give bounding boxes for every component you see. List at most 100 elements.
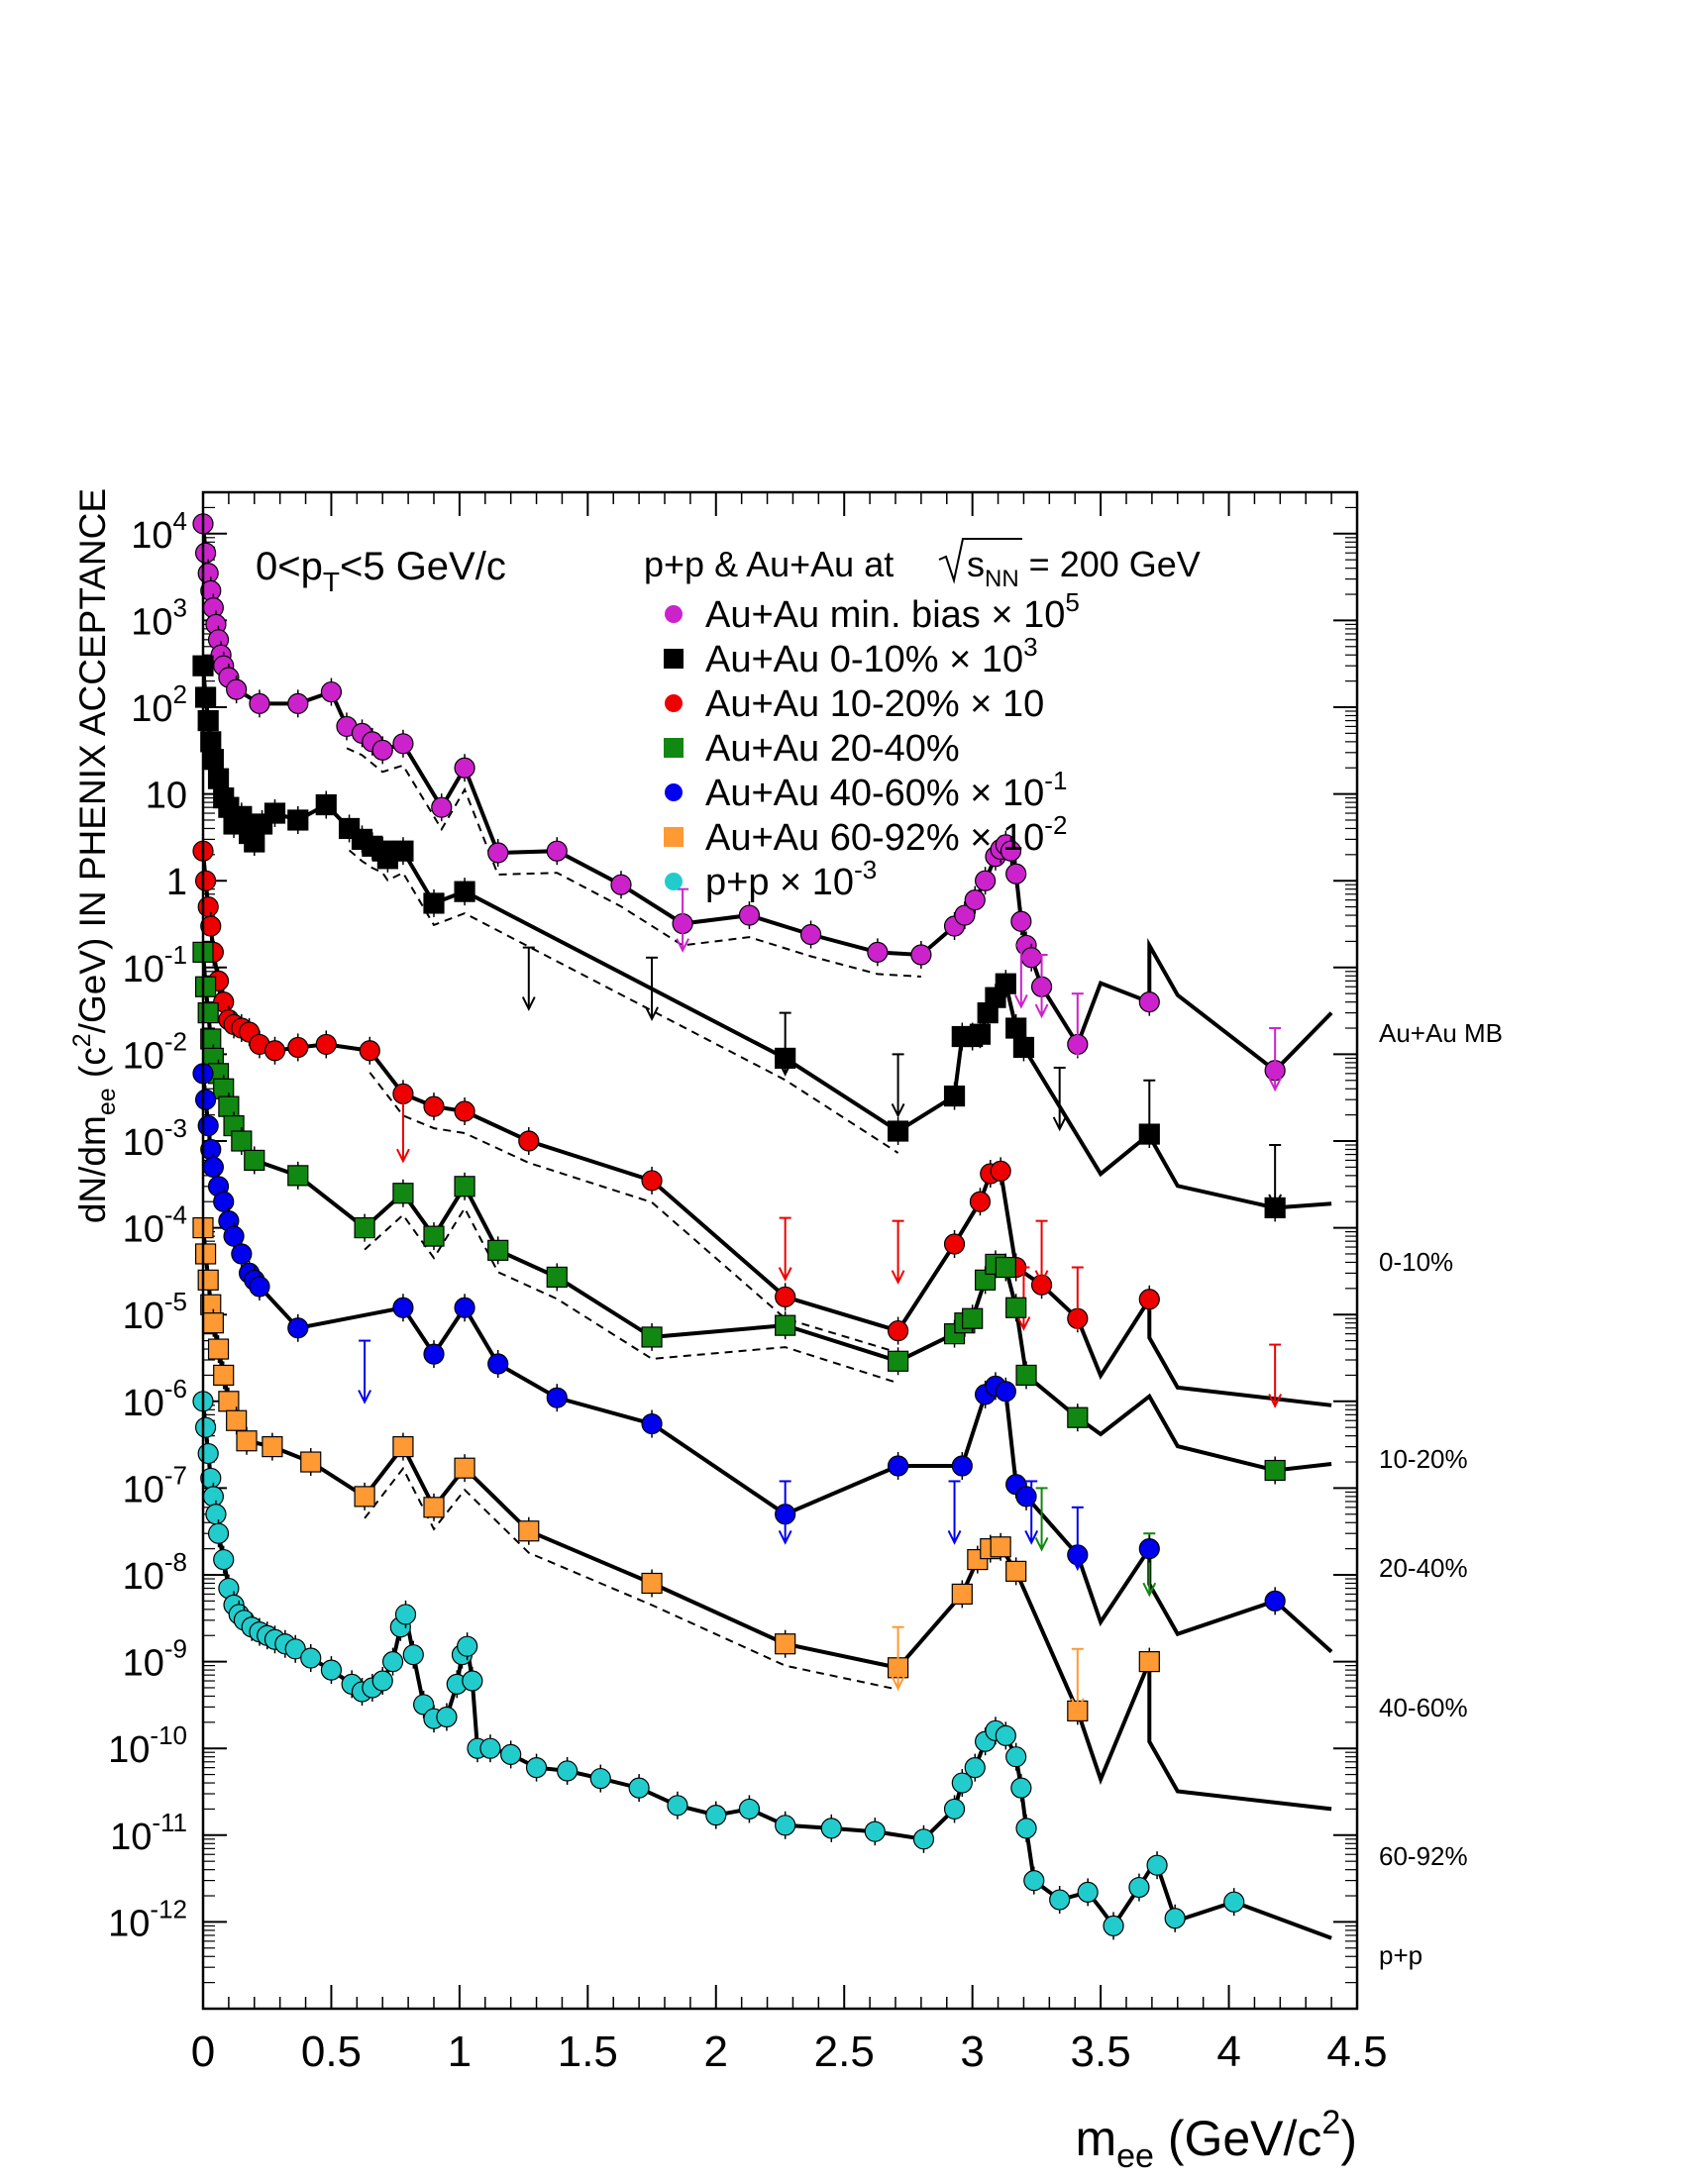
data-point [962, 1307, 984, 1329]
data-point [197, 1269, 219, 1291]
data-point [995, 973, 1016, 994]
y-tick-exponent: -5 [164, 1287, 187, 1316]
data-point [249, 692, 270, 714]
data-point [263, 1040, 286, 1062]
data-point [194, 686, 217, 708]
legend-scale: × 10 [949, 639, 1023, 680]
y-tick-mantissa: 1 [166, 862, 187, 903]
upper-limit-arrow [1268, 1194, 1283, 1209]
data-point [990, 1536, 1011, 1558]
y-tick-mantissa: 10 [123, 1469, 164, 1510]
upper-limit-arrow [1268, 1077, 1283, 1092]
data-point [705, 1805, 727, 1826]
data-point [1005, 863, 1027, 884]
data-point [546, 1387, 568, 1408]
y-tick-exponent: -1 [164, 940, 187, 970]
data-point [226, 678, 248, 700]
data-point [1005, 1560, 1027, 1582]
y-tick-label: 10-10 [108, 1720, 187, 1771]
data-point [1005, 1017, 1027, 1039]
data-point [943, 1798, 966, 1820]
y-title-a: dN/dm [72, 1115, 113, 1223]
header-b: = 200 GeV [1019, 544, 1201, 584]
data-point [1005, 1746, 1027, 1768]
y-tick-label: 10-7 [123, 1460, 187, 1510]
data-point [975, 870, 997, 891]
data-point [223, 1225, 245, 1247]
curve-label: 0-10% [1379, 1247, 1453, 1277]
y-tick-exponent: -11 [152, 1808, 187, 1837]
data-point [371, 739, 393, 761]
data-point [1020, 947, 1042, 969]
data-point [951, 1583, 973, 1606]
data-point [392, 733, 414, 755]
sqrt-sign [938, 538, 1022, 584]
data-point [197, 1114, 219, 1137]
data-point [431, 796, 453, 818]
x-title-sub: ee [1116, 2137, 1154, 2175]
data-point [1223, 1891, 1245, 1913]
x-tick-label: 3 [960, 2028, 984, 2076]
upper-limit-arrow [676, 938, 690, 953]
y-tick-mantissa: 10 [131, 601, 172, 643]
data-point [487, 1239, 509, 1261]
legend-text: Au+Au 20-40% [705, 728, 960, 770]
data-point [1138, 1289, 1160, 1310]
data-point [557, 1760, 579, 1782]
data-point [641, 1170, 663, 1192]
data-point [951, 1455, 973, 1477]
data-point [610, 874, 632, 895]
data-point [315, 1033, 337, 1056]
header-a: p+p & Au+Au at [644, 544, 894, 584]
header-sub: NN [985, 566, 1019, 592]
data-point [244, 1149, 265, 1172]
legend-scale: × 10 [970, 817, 1044, 859]
data-point [194, 542, 217, 564]
data-point [887, 1319, 909, 1342]
data-point [300, 1647, 322, 1669]
x-tick-label: 1 [448, 2028, 472, 2076]
data-point [775, 1815, 796, 1836]
data-point [202, 1156, 224, 1178]
data-point [218, 1095, 240, 1117]
data-point [207, 1338, 230, 1360]
data-point [1049, 1889, 1071, 1911]
data-point [423, 1343, 445, 1365]
data-point [213, 1078, 235, 1099]
data-point [1138, 1650, 1160, 1673]
y-tick-exponent: -4 [164, 1200, 187, 1230]
y-tick-label: 10-1 [123, 940, 187, 990]
data-point [628, 1777, 650, 1799]
data-point [454, 1176, 475, 1197]
data-point [995, 1724, 1016, 1746]
data-point [402, 1644, 424, 1666]
data-point [194, 976, 217, 997]
data-point [775, 1633, 796, 1655]
data-point [546, 1266, 568, 1289]
y-tick-label: 10-11 [110, 1808, 187, 1858]
legend-text: Au+Au 10-20% [705, 683, 970, 725]
legend-exponent: -1 [1044, 766, 1067, 795]
x-title-unit: (GeV/c [1154, 2111, 1321, 2166]
data-point [775, 1286, 796, 1307]
axis-labels: 0 0.5 1 1.5 2 2.5 3 3.5 4 4.510410310210110-110-2… [68, 488, 1388, 2175]
y-title-b: (c [72, 1047, 113, 1088]
curve-label: 40-60% [1379, 1693, 1468, 1722]
upper-limit-arrow [1052, 1116, 1067, 1132]
y-tick-label: 10-6 [123, 1374, 187, 1424]
data-point [1138, 991, 1160, 1013]
data-point [197, 1442, 219, 1465]
upper-limit-arrow [778, 1267, 792, 1282]
upper-limit-arrow [1070, 1042, 1085, 1058]
data-point [423, 892, 445, 914]
data-point [518, 1520, 540, 1542]
upper-limit-arrow [891, 1270, 905, 1285]
model-curve-dashed [364, 1205, 898, 1385]
legend-exponent: -3 [854, 855, 877, 884]
data-point [487, 842, 509, 864]
legend-marker [664, 738, 684, 758]
legend-label: Au+Au min. bias × 105 [705, 587, 1080, 636]
data-point [300, 1451, 322, 1473]
data-point [354, 1486, 375, 1508]
